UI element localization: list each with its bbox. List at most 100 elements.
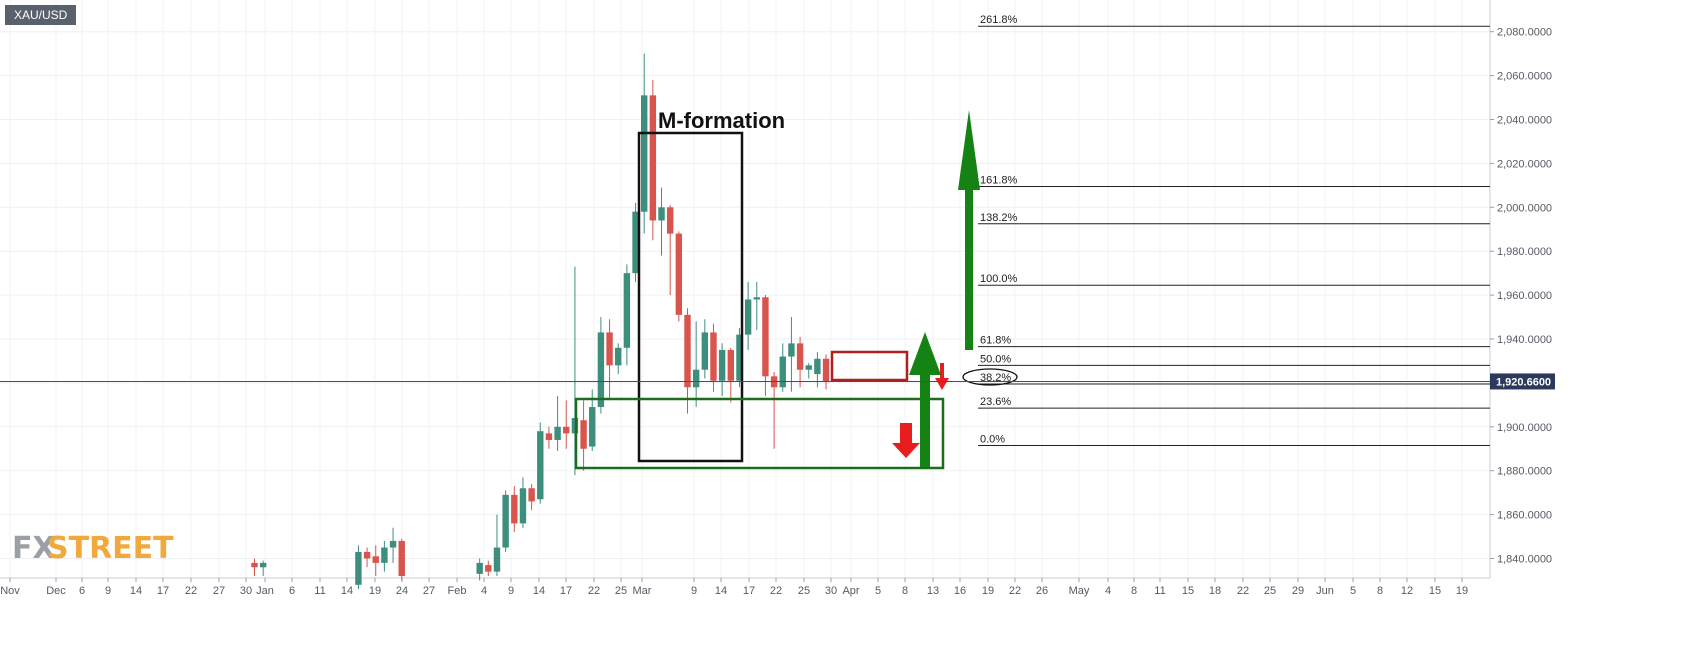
x-tick-label: Jan <box>256 585 274 597</box>
candle-body <box>476 562 483 574</box>
grid-lines <box>0 0 1490 578</box>
fxstreet-logo-fx: FX <box>12 531 56 566</box>
y-tick-label: 2,080.0000 <box>1497 27 1552 39</box>
candle-body <box>641 95 648 212</box>
fib-label: 38.2% <box>980 372 1011 384</box>
candle-body <box>632 211 639 274</box>
x-tick-label: 6 <box>79 585 85 597</box>
candle <box>744 281 752 350</box>
candle-body <box>363 551 371 559</box>
candle <box>563 400 570 449</box>
x-tick-label: 30 <box>825 585 837 597</box>
x-tick-label: 25 <box>798 585 810 597</box>
candle <box>675 231 683 322</box>
x-tick-label: 9 <box>105 585 111 597</box>
x-tick-label: 22 <box>1237 585 1249 597</box>
green-up-arrow-short <box>909 332 941 467</box>
x-tick-label: 11 <box>314 585 325 597</box>
candle-body <box>259 562 267 568</box>
m-formation-box <box>637 131 744 463</box>
candle-body <box>355 551 362 585</box>
candle <box>615 343 622 375</box>
x-tick-label: Nov <box>0 585 20 597</box>
x-tick-label: 11 <box>1154 585 1165 597</box>
x-tick-label: 14 <box>715 585 727 597</box>
candle <box>701 319 709 379</box>
x-tick-label: 19 <box>982 585 994 597</box>
x-tick-label: 19 <box>369 585 381 597</box>
y-tick-label: 1,840.0000 <box>1497 554 1552 566</box>
candle <box>684 308 691 414</box>
x-tick-label: 29 <box>1292 585 1304 597</box>
y-tick-label: 2,020.0000 <box>1497 158 1552 170</box>
candle-body <box>493 547 501 572</box>
candle <box>658 187 665 256</box>
x-tick-label: 14 <box>130 585 142 597</box>
green-up-arrow-long <box>958 110 980 350</box>
current-price-tag <box>1490 373 1555 390</box>
x-tick-label: 9 <box>691 585 697 597</box>
x-tick-label: 8 <box>902 585 908 597</box>
y-tick-label: 1,900.0000 <box>1497 422 1552 434</box>
y-tick-label: 1,880.0000 <box>1497 466 1552 478</box>
x-tick-label: Apr <box>842 585 859 597</box>
fib-label: 138.2% <box>980 212 1018 224</box>
x-tick-label: 17 <box>743 585 755 597</box>
candle-body <box>606 332 613 366</box>
candles-layer <box>251 53 830 590</box>
candle <box>753 281 760 331</box>
candle-body <box>537 431 544 500</box>
y-tick-label: 1,860.0000 <box>1497 510 1552 522</box>
candle <box>493 514 501 577</box>
x-tick-label: 19 <box>1456 585 1468 597</box>
x-tick-label: 17 <box>560 585 572 597</box>
annotations-layer: M-formation <box>574 108 1018 470</box>
candle <box>805 363 812 379</box>
red-down-arrow <box>892 423 920 458</box>
fxstreet-logo: FX STREET <box>12 531 174 566</box>
symbol-label: XAU/USD <box>14 8 68 22</box>
small-down-arrow <box>935 363 949 390</box>
candle <box>545 426 553 449</box>
candle <box>649 79 657 241</box>
x-tick-label: 17 <box>157 585 169 597</box>
candle-body <box>744 299 752 335</box>
candle <box>502 490 509 552</box>
fib-label: 100.0% <box>980 273 1018 285</box>
candle-body <box>554 426 561 440</box>
current-price-marker: 1,920.6600 <box>0 373 1555 390</box>
x-tick-label: 18 <box>1209 585 1221 597</box>
candle-body <box>805 365 812 370</box>
y-axis: 1,840.0000 1,860.0000 1,880.0000 1,900.0000… <box>1489 0 1552 578</box>
candle-body <box>675 233 683 315</box>
x-tick-label: 14 <box>533 585 545 597</box>
x-tick-label: 5 <box>875 585 881 597</box>
x-tick-label: 16 <box>954 585 966 597</box>
candle-body <box>684 314 691 388</box>
x-tick-label: 30 <box>240 585 252 597</box>
fib-label: 0.0% <box>980 433 1005 445</box>
x-tick-label: 8 <box>1377 585 1383 597</box>
y-tick-label: 1,980.0000 <box>1497 246 1552 258</box>
x-tick-label: 27 <box>423 585 435 597</box>
candle <box>381 540 388 572</box>
x-tick-label: 4 <box>1105 585 1111 597</box>
x-tick-label: 25 <box>1264 585 1276 597</box>
x-tick-label: 8 <box>1131 585 1137 597</box>
candle <box>485 560 492 577</box>
candle-body <box>597 332 605 408</box>
fib-label: 50.0% <box>980 353 1011 365</box>
candle-body <box>485 565 492 572</box>
candle <box>511 486 518 533</box>
candle <box>355 545 362 590</box>
candle <box>259 560 267 577</box>
candle-body <box>502 494 509 548</box>
candle-body <box>649 95 657 221</box>
y-tick-label: 2,060.0000 <box>1497 71 1552 83</box>
x-tick-label: 14 <box>341 585 353 597</box>
candle <box>710 323 717 392</box>
candle <box>641 53 648 234</box>
candle-body <box>528 488 535 502</box>
